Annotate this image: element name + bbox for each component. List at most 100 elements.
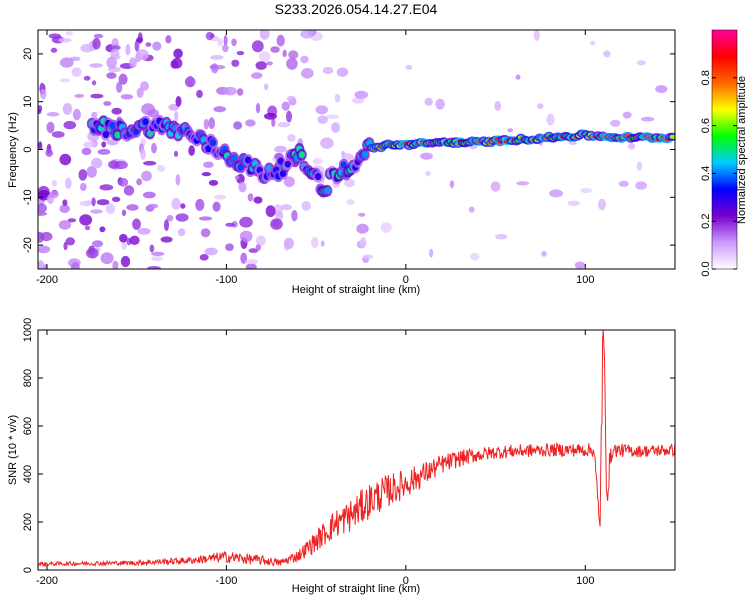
snr-y-tick-label: 1000: [22, 318, 34, 342]
heatmap-noise-blob: [110, 48, 120, 59]
heatmap-noise-blob: [201, 172, 212, 177]
heatmap-noise-blob: [106, 139, 119, 146]
heatmap-noise-blob: [537, 103, 544, 109]
heatmap-noise-blob: [67, 218, 77, 223]
heatmap-noise-blob: [80, 182, 87, 192]
heatmap-noise-blob: [151, 251, 165, 256]
heatmap-noise-blob: [204, 247, 218, 256]
heatmap-noise-blob: [315, 105, 329, 115]
heatmap-noise-blob: [38, 141, 43, 151]
heatmap-noise-blob: [106, 56, 117, 69]
heatmap-noise-blob: [106, 72, 117, 79]
heatmap-noise-blob: [173, 150, 179, 157]
heatmap-noise-blob: [286, 57, 298, 70]
heatmap-noise-blob: [567, 200, 581, 206]
heatmap-noise-blob: [137, 228, 151, 235]
heatmap-noise-blob: [203, 161, 214, 168]
heatmap-ridge-core: [200, 136, 207, 144]
heatmap-noise-blob: [300, 55, 309, 64]
heatmap-noise-blob: [180, 203, 186, 209]
heatmap-noise-blob: [203, 118, 209, 130]
heatmap-noise-blob: [334, 93, 341, 103]
heatmap-noise-blob: [38, 211, 48, 216]
heatmap-noise-blob: [405, 64, 413, 70]
heatmap-noise-blob: [140, 148, 146, 160]
heatmap-noise-blob: [217, 38, 223, 47]
heatmap-noise-blob: [78, 169, 88, 181]
spectrogram-y-tick-label: 0: [22, 146, 34, 152]
heatmap-noise-blob: [468, 206, 475, 213]
heatmap-noise-blob: [635, 181, 647, 190]
heatmap-ridge-core: [340, 161, 347, 169]
heatmap-noise-blob: [449, 180, 455, 189]
heatmap-noise-blob: [119, 233, 128, 243]
heatmap-ridge-core: [324, 187, 331, 195]
snr-y-tick-label: 800: [22, 369, 34, 387]
heatmap-noise-blob: [147, 266, 161, 269]
heatmap-noise-blob: [533, 30, 540, 41]
heatmap-noise-blob: [208, 117, 216, 129]
heatmap-noise-blob: [147, 109, 160, 118]
heatmap-noise-blob: [118, 177, 129, 187]
heatmap-noise-blob: [70, 262, 80, 269]
heatmap-noise-blob: [50, 47, 58, 53]
heatmap-noise-blob: [58, 220, 72, 230]
heatmap-noise-blob: [177, 228, 186, 237]
heatmap-noise-blob: [132, 218, 141, 230]
heatmap-noise-blob: [239, 230, 253, 243]
heatmap-noise-blob: [322, 66, 334, 75]
heatmap-noise-blob: [331, 122, 341, 133]
heatmap-noise-blob: [91, 80, 97, 86]
heatmap-noise-blob: [164, 219, 169, 232]
heatmap-noise-blob: [101, 141, 107, 148]
heatmap-noise-blob: [111, 107, 122, 115]
heatmap-noise-blob: [51, 179, 58, 187]
heatmap-noise-blob: [91, 111, 98, 119]
heatmap-noise-blob: [63, 120, 77, 130]
snr-series-line: [38, 330, 675, 568]
heatmap-noise-blob: [275, 210, 284, 221]
heatmap-noise-blob: [51, 131, 65, 138]
heatmap-noise-blob: [255, 103, 261, 114]
heatmap-noise-blob: [38, 203, 47, 213]
heatmap-noise-blob: [92, 37, 101, 50]
heatmap-noise-blob: [38, 231, 45, 243]
heatmap-noise-blob: [610, 119, 621, 127]
heatmap-noise-blob: [251, 72, 263, 79]
heatmap-noise-blob: [65, 177, 72, 190]
heatmap-noise-blob: [283, 237, 295, 250]
colorbar-tick-label: 0.2: [700, 214, 712, 229]
heatmap-noise-blob: [99, 226, 106, 233]
heatmap-noise-blob: [187, 75, 193, 88]
heatmap-noise-blob: [245, 259, 258, 265]
heatmap-noise-blob: [238, 181, 247, 193]
heatmap-noise-blob: [425, 170, 431, 177]
heatmap-noise-blob: [210, 55, 224, 60]
heatmap-noise-blob: [46, 112, 60, 117]
heatmap-noise-blob: [168, 103, 180, 111]
heatmap-noise-blob: [129, 57, 137, 69]
snr-y-label: SNR (10 * v/v): [7, 415, 19, 485]
heatmap-noise-blob: [83, 75, 91, 81]
heatmap-ridge-core: [142, 118, 149, 126]
heatmap-noise-blob: [255, 61, 267, 70]
heatmap-noise-blob: [171, 197, 181, 210]
heatmap-ridge-core: [244, 156, 252, 164]
heatmap-noise-blob: [236, 51, 245, 56]
heatmap-noise-blob: [236, 88, 244, 96]
heatmap-noise-blob: [546, 113, 555, 126]
heatmap-noise-blob: [152, 41, 162, 51]
heatmap-noise-blob: [136, 49, 149, 61]
heatmap-noise-blob: [320, 240, 325, 247]
heatmap-noise-blob: [580, 187, 592, 194]
heatmap-noise-blob: [655, 85, 668, 94]
heatmap-ridge-core: [114, 131, 121, 139]
heatmap-noise-blob: [99, 184, 114, 191]
heatmap-noise-blob: [516, 181, 530, 186]
colorbar-tick-label: 0.0: [700, 261, 712, 276]
heatmap-noise-blob: [38, 260, 45, 269]
heatmap-noise-blob: [283, 176, 295, 188]
heatmap-noise-blob: [435, 98, 445, 110]
snr-x-tick-label: -100: [215, 575, 237, 587]
